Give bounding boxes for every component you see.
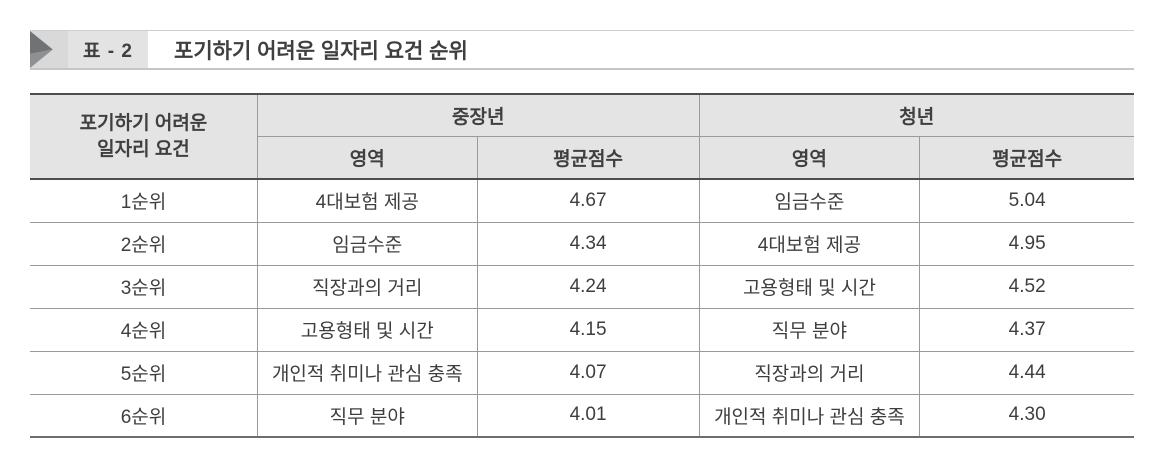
rank-cell: 4순위: [30, 307, 258, 351]
mid-area-cell: 4대보험 제공: [256, 179, 478, 222]
mid-score-cell: 4.01: [476, 393, 699, 437]
mid-score-cell: 4.24: [476, 264, 699, 308]
youth-area-cell: 개인적 취미나 관심 충족: [698, 393, 920, 437]
youth-score-cell: 4.30: [919, 393, 1134, 437]
mid-area-cell: 개인적 취미나 관심 충족: [256, 350, 478, 394]
header-group-row: 포기하기 어려운 일자리 요건 중장년 청년: [30, 94, 1134, 179]
mid-score-cell: 4.34: [476, 221, 699, 265]
header-youth-score: 평균점수: [919, 135, 1134, 179]
header-youth-area: 영역: [698, 135, 920, 179]
youth-score-cell: 4.44: [919, 350, 1134, 394]
mid-area-cell: 고용형태 및 시간: [256, 307, 478, 351]
table-row: 3순위 직장과의 거리 4.24 고용형태 및 시간 4.52: [30, 264, 1134, 308]
table-row: 2순위 임금수준 4.34 4대보험 제공 4.95: [30, 221, 1134, 265]
table-tag-arrow-icon: [30, 31, 68, 68]
rank-cell: 5순위: [30, 350, 258, 394]
header-rank-line2: 일자리 요건: [97, 138, 190, 160]
youth-score-cell: 5.04: [919, 179, 1134, 222]
table-container: 포기하기 어려운 일자리 요건 중장년 청년 영역 평균점수 영역 평균점수 1…: [30, 93, 1134, 438]
rank-cell: 2순위: [30, 221, 258, 265]
table-row: 5순위 개인적 취미나 관심 충족 4.07 직장과의 거리 4.44: [30, 350, 1134, 394]
header-mid-area: 영역: [256, 135, 478, 179]
header-sub-row: 영역 평균점수 영역 평균점수: [30, 135, 1134, 179]
header-group-middle-aged: 중장년: [256, 94, 699, 136]
mid-score-cell: 4.15: [476, 307, 699, 351]
table-caption-bar: 표 - 2 포기하기 어려운 일자리 요건 순위: [30, 30, 1134, 70]
table-header: 포기하기 어려운 일자리 요건 중장년 청년 영역 평균점수 영역 평균점수: [30, 94, 1134, 179]
header-mid-score: 평균점수: [476, 135, 699, 179]
table-row: 1순위 4대보험 제공 4.67 임금수준 5.04: [30, 179, 1134, 222]
youth-area-cell: 고용형태 및 시간: [698, 264, 920, 308]
mid-area-cell: 임금수준: [256, 221, 478, 265]
header-rank-criteria: 포기하기 어려운 일자리 요건: [30, 94, 258, 179]
table-row: 6순위 직무 분야 4.01 개인적 취미나 관심 충족 4.30: [30, 393, 1134, 437]
mid-area-cell: 직장과의 거리: [256, 264, 478, 308]
header-group-youth: 청년: [698, 94, 1134, 136]
rank-cell: 3순위: [30, 264, 258, 308]
youth-score-cell: 4.52: [919, 264, 1134, 308]
youth-area-cell: 직장과의 거리: [698, 350, 920, 394]
table-number-tag: 표 - 2: [68, 31, 148, 68]
mid-score-cell: 4.67: [476, 179, 699, 222]
table-row: 4순위 고용형태 및 시간 4.15 직무 분야 4.37: [30, 307, 1134, 351]
youth-score-cell: 4.95: [919, 221, 1134, 265]
mid-score-cell: 4.07: [476, 350, 699, 394]
rank-cell: 1순위: [30, 179, 258, 222]
youth-area-cell: 임금수준: [698, 179, 920, 222]
table-caption-title: 포기하기 어려운 일자리 요건 순위: [174, 39, 468, 63]
table-body: 1순위 4대보험 제공 4.67 임금수준 5.04 2순위 임금수준 4.34…: [30, 179, 1134, 437]
job-requirement-rank-table: 포기하기 어려운 일자리 요건 중장년 청년 영역 평균점수 영역 평균점수 1…: [30, 93, 1134, 438]
mid-area-cell: 직무 분야: [256, 393, 478, 437]
youth-score-cell: 4.37: [919, 307, 1134, 351]
header-rank-line1: 포기하기 어려운: [79, 113, 208, 135]
youth-area-cell: 4대보험 제공: [698, 221, 920, 265]
rank-cell: 6순위: [30, 393, 258, 437]
youth-area-cell: 직무 분야: [698, 307, 920, 351]
